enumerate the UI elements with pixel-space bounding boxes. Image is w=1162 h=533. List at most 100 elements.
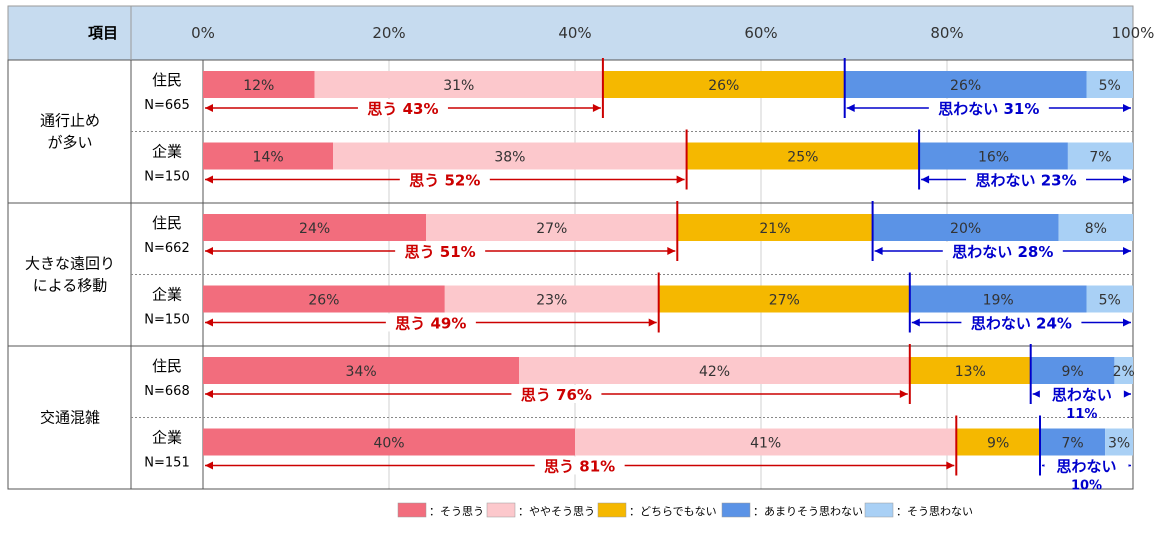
legend-label: ：あまりそう思わない bbox=[753, 505, 863, 518]
group-label: が多い bbox=[47, 134, 92, 152]
respondent-label: 企業 bbox=[152, 286, 182, 304]
bar-value-label: 21% bbox=[759, 221, 790, 237]
bar-value-label: 42% bbox=[699, 364, 730, 380]
disagree-label-bg bbox=[1039, 385, 1124, 403]
bar-segment bbox=[1040, 428, 1106, 456]
bar-value-label: 19% bbox=[983, 293, 1014, 309]
bar-segment bbox=[844, 71, 1087, 98]
bar-segment bbox=[919, 142, 1068, 170]
legend-swatch bbox=[721, 502, 751, 518]
bar-value-label: 26% bbox=[950, 78, 981, 94]
disagree-arrowhead bbox=[1123, 318, 1131, 327]
bar-segment bbox=[314, 71, 603, 98]
disagree-label: 思わない 24% bbox=[971, 315, 1072, 333]
bar-value-label: 26% bbox=[708, 78, 739, 94]
agree-label: 思う 81% bbox=[544, 458, 615, 476]
bar-segment bbox=[909, 285, 1087, 313]
agree-arrowhead bbox=[946, 461, 955, 470]
agree-label-bg bbox=[399, 170, 490, 189]
category-table: 通行止めが多い住民N=665企業N=150大きな遠回りによる移動住民N=662企… bbox=[7, 6, 1134, 490]
agree-label: 思う 52% bbox=[409, 172, 480, 190]
group-label: 通行止め bbox=[40, 112, 100, 130]
agree-label-bg bbox=[511, 385, 602, 403]
agree-arrowhead bbox=[667, 247, 676, 255]
disagree-label-bg bbox=[928, 99, 1049, 117]
bar-value-label: 40% bbox=[373, 436, 404, 452]
disagree-label-bg bbox=[961, 313, 1082, 332]
bar-segment bbox=[1114, 357, 1133, 384]
bar-value-label: 20% bbox=[950, 221, 981, 237]
bar-segment bbox=[333, 142, 687, 170]
bar-value-label: 7% bbox=[1089, 150, 1111, 166]
respondent-label: 住民 bbox=[152, 71, 182, 89]
x-tick-label: 20% bbox=[372, 24, 405, 42]
header-item-label: 項目 bbox=[88, 24, 118, 42]
agree-arrowhead bbox=[205, 247, 213, 255]
bar-segment bbox=[1105, 428, 1133, 456]
respondent-label: 企業 bbox=[152, 429, 182, 447]
legend-swatch bbox=[864, 502, 894, 518]
agree-arrowhead bbox=[205, 104, 213, 112]
x-tick-label: 100% bbox=[1112, 24, 1155, 42]
bar-segment bbox=[426, 214, 678, 241]
agree-arrowhead bbox=[899, 390, 908, 398]
x-tick-label: 0% bbox=[191, 24, 215, 42]
sample-size-label: N=150 bbox=[144, 313, 189, 328]
bar-segment bbox=[1058, 214, 1133, 241]
sample-size-label: N=665 bbox=[144, 98, 189, 113]
bar-segment bbox=[203, 285, 445, 313]
bar-segment bbox=[1030, 357, 1115, 384]
disagree-label: 思わない 31% bbox=[938, 100, 1039, 118]
legend-swatch bbox=[397, 502, 427, 518]
bar-segment bbox=[956, 428, 1040, 456]
bar-value-label: 13% bbox=[955, 364, 986, 380]
respondent-label: 住民 bbox=[152, 357, 182, 375]
agree-arrowhead bbox=[648, 318, 657, 327]
bar-segment bbox=[909, 357, 1031, 384]
agree-arrowhead bbox=[205, 175, 213, 184]
bar-value-label: 12% bbox=[243, 78, 274, 94]
disagree-label: 思わない 28% bbox=[952, 243, 1053, 261]
disagree-arrowhead bbox=[1123, 247, 1131, 255]
bar-segment bbox=[203, 357, 520, 384]
legend-swatch bbox=[486, 502, 516, 518]
group-label: 大きな遠回り bbox=[25, 255, 115, 273]
bar-value-label: 23% bbox=[536, 293, 567, 309]
bar-value-label: 9% bbox=[1061, 364, 1083, 380]
bar-value-label: 34% bbox=[346, 364, 377, 380]
bar-value-label: 3% bbox=[1108, 436, 1130, 452]
agree-arrowhead bbox=[205, 390, 213, 398]
bar-segment bbox=[658, 285, 910, 313]
disagree-label: 10% bbox=[1071, 479, 1102, 494]
bar-segment bbox=[203, 428, 575, 456]
agree-arrowhead bbox=[676, 175, 685, 184]
agree-label: 思う 76% bbox=[521, 386, 592, 404]
bar-segment bbox=[677, 214, 873, 241]
disagree-label: 思わない bbox=[1056, 458, 1116, 476]
legend-swatch bbox=[597, 502, 627, 518]
bar-segment bbox=[444, 285, 659, 313]
legend-label: ：どちらでもない bbox=[629, 505, 717, 518]
bar-value-label: 14% bbox=[253, 150, 284, 166]
x-tick-label: 60% bbox=[744, 24, 777, 42]
group-label: 交通混雑 bbox=[40, 409, 100, 427]
bar-segment bbox=[203, 71, 315, 98]
bar-value-label: 9% bbox=[987, 436, 1009, 452]
x-axis-ticks: 0% 20% 40% 60% 80% 100% bbox=[191, 24, 1154, 42]
sample-size-label: N=668 bbox=[144, 384, 189, 399]
agree-arrowhead bbox=[205, 461, 213, 470]
bars: 12% 31% 26% 26% 5% 14% 38% 25% 16% 7% 24% 27% 21% 20%… bbox=[203, 71, 1135, 456]
sample-size-label: N=662 bbox=[144, 241, 189, 256]
disagree-arrowhead bbox=[1123, 175, 1131, 184]
bar-value-label: 27% bbox=[536, 221, 567, 237]
disagree-label-bg bbox=[942, 242, 1063, 260]
sample-size-label: N=151 bbox=[144, 456, 189, 471]
disagree-arrowhead bbox=[911, 318, 920, 327]
bar-value-label: 8% bbox=[1085, 221, 1107, 237]
respondent-label: 企業 bbox=[152, 143, 182, 161]
group-label: による移動 bbox=[33, 277, 108, 295]
disagree-arrowhead bbox=[1123, 104, 1131, 112]
agree-label: 思う 51% bbox=[405, 243, 476, 261]
legend-label: ：そう思わない bbox=[896, 505, 973, 518]
